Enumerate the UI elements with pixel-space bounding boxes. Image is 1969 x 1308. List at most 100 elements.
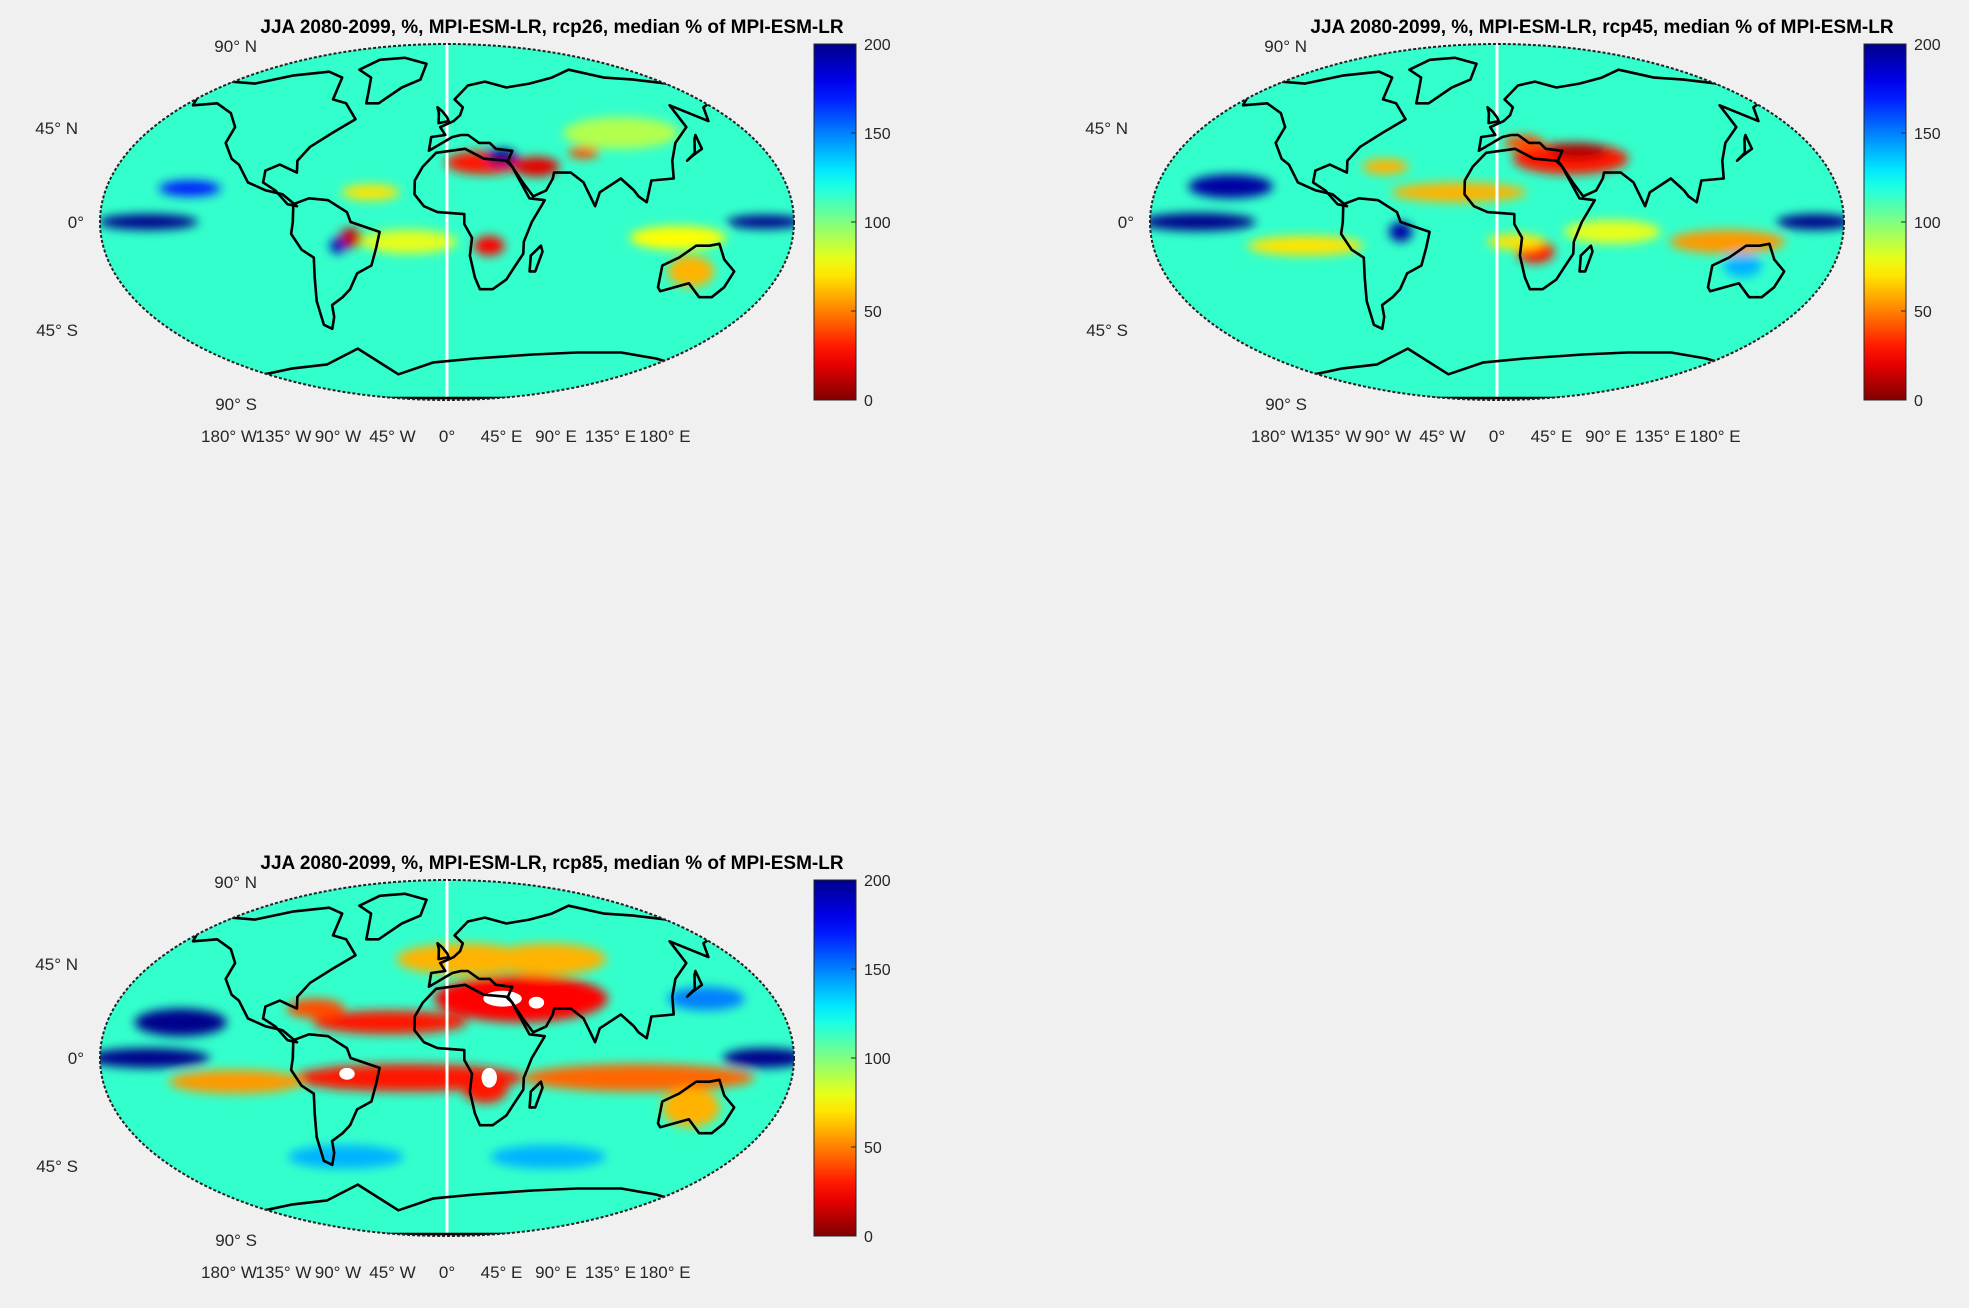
lon-tick-label: 90° W (1365, 427, 1411, 446)
field-anomaly (396, 943, 532, 975)
lon-tick-label: 135° E (585, 1263, 636, 1282)
map-frame (1149, 43, 1845, 401)
field-anomaly (667, 986, 745, 1011)
missing-data-patch (481, 1067, 497, 1088)
lat-tick-label: 90° S (1265, 395, 1307, 414)
field-anomalies (100, 943, 794, 1169)
field-anomaly (563, 117, 679, 149)
lat-tick-label: 90° S (215, 395, 257, 414)
colorbar-tick-label: 50 (864, 1140, 882, 1157)
lon-tick-label: 0° (439, 427, 455, 446)
lat-tick-label: 45° S (1086, 321, 1128, 340)
colorbar-tick-label: 150 (864, 962, 891, 979)
field-anomaly (100, 214, 199, 230)
field-anomaly (1504, 134, 1544, 151)
lon-tick-label: 0° (439, 1263, 455, 1282)
field-anomaly (168, 1069, 304, 1094)
map-panel-rcp26: JJA 2080-2099, %, MPI-ESM-LR, rcp26, med… (35, 10, 1020, 470)
lat-tick-label: 90° N (1264, 37, 1307, 56)
field-anomaly (629, 225, 726, 250)
colorbar-tick-label: 200 (1914, 37, 1941, 54)
field-anomaly (1549, 142, 1608, 159)
colorbar-tick-label: 50 (864, 304, 882, 321)
map-panel-rcp45: JJA 2080-2099, %, MPI-ESM-LR, rcp45, med… (1085, 10, 1969, 470)
map-frame (99, 879, 795, 1237)
lon-tick-label: 45° E (481, 427, 523, 446)
coastline-australia (1706, 242, 1786, 299)
lat-tick-label: 45° N (35, 119, 78, 138)
map-field (100, 44, 794, 400)
field-anomaly (490, 943, 607, 975)
map-field (100, 880, 794, 1236)
field-anomaly (568, 146, 600, 159)
lon-tick-label: 180° E (639, 1263, 690, 1282)
field-anomaly (287, 1145, 404, 1169)
field-anomaly (1487, 233, 1546, 250)
lon-tick-label: 45° E (1531, 427, 1573, 446)
coastline-japan (1735, 133, 1754, 162)
field-anomaly (100, 1048, 210, 1068)
field-anomaly (1391, 182, 1527, 203)
coastline-japan (685, 969, 704, 998)
field-anomaly (1389, 222, 1413, 242)
lon-tick-label: 90° W (315, 427, 361, 446)
lat-tick-label: 45° N (1085, 119, 1128, 138)
lon-tick-label: 135° W (256, 1263, 312, 1282)
panel-title: JJA 2080-2099, %, MPI-ESM-LR, rcp85, med… (260, 853, 843, 874)
colorbar-tick-label: 50 (1914, 304, 1932, 321)
lon-tick-label: 45° W (1419, 427, 1465, 446)
lon-tick-label: 135° E (1635, 427, 1686, 446)
lon-tick-label: 135° E (585, 427, 636, 446)
field-anomaly (726, 215, 794, 229)
colorbar-tick-label: 150 (864, 126, 891, 143)
coastline-south-america (1339, 197, 1431, 331)
colorbar (813, 879, 857, 1237)
coastline-africa (413, 147, 547, 291)
field-anomaly (1669, 229, 1786, 254)
lon-tick-label: 90° E (535, 1263, 577, 1282)
coastline-north-america (1241, 70, 1407, 208)
field-anomaly (513, 156, 560, 177)
chart-svg: JJA 2080-2099, %, MPI-ESM-LR, rcp85, med… (35, 853, 891, 1282)
field-anomaly (1188, 174, 1274, 199)
field-anomaly (339, 227, 363, 248)
field-anomalies (100, 117, 794, 288)
coastline-japan (685, 133, 704, 162)
coastline-greenland (358, 892, 428, 941)
colorbar-tick-label: 100 (1914, 215, 1941, 232)
field-anomaly (134, 1008, 227, 1037)
coastline-australia (656, 1078, 736, 1135)
lat-tick-label: 90° N (214, 37, 257, 56)
coastline-greenland (1408, 56, 1478, 105)
map-frame (99, 43, 795, 401)
field-anomaly (1723, 253, 1762, 278)
field-anomaly (490, 1145, 607, 1169)
lon-tick-label: 180° W (201, 1263, 257, 1282)
lon-tick-label: 90° E (535, 427, 577, 446)
field-anomaly (667, 255, 715, 288)
lon-tick-label: 45° W (369, 427, 415, 446)
lon-tick-label: 135° W (256, 427, 312, 446)
coastline-madagascar (1578, 244, 1594, 273)
field-anomalies (1150, 134, 1844, 278)
colorbar-tick-label: 0 (1914, 393, 1923, 410)
field-anomaly (722, 1048, 794, 1068)
field-anomaly (1564, 220, 1661, 244)
field-anomaly (1247, 235, 1364, 256)
coastline-madagascar (528, 244, 544, 273)
coastline-uk (1486, 106, 1500, 125)
field-anomaly (523, 1063, 755, 1092)
lat-tick-label: 45° N (35, 955, 78, 974)
field-anomaly (360, 229, 457, 254)
colorbar-tick-label: 100 (864, 215, 891, 232)
field-anomaly (662, 1087, 720, 1128)
colorbar-tick-label: 0 (864, 393, 873, 410)
field-anomaly (473, 235, 505, 256)
lon-tick-label: 135° W (1306, 427, 1362, 446)
field-anomaly (158, 180, 221, 197)
lon-tick-label: 90° E (1585, 427, 1627, 446)
coastline-greenland (358, 56, 428, 105)
coastline-uk (436, 942, 450, 961)
coastline-madagascar (528, 1080, 544, 1109)
lat-tick-label: 0° (68, 213, 84, 232)
